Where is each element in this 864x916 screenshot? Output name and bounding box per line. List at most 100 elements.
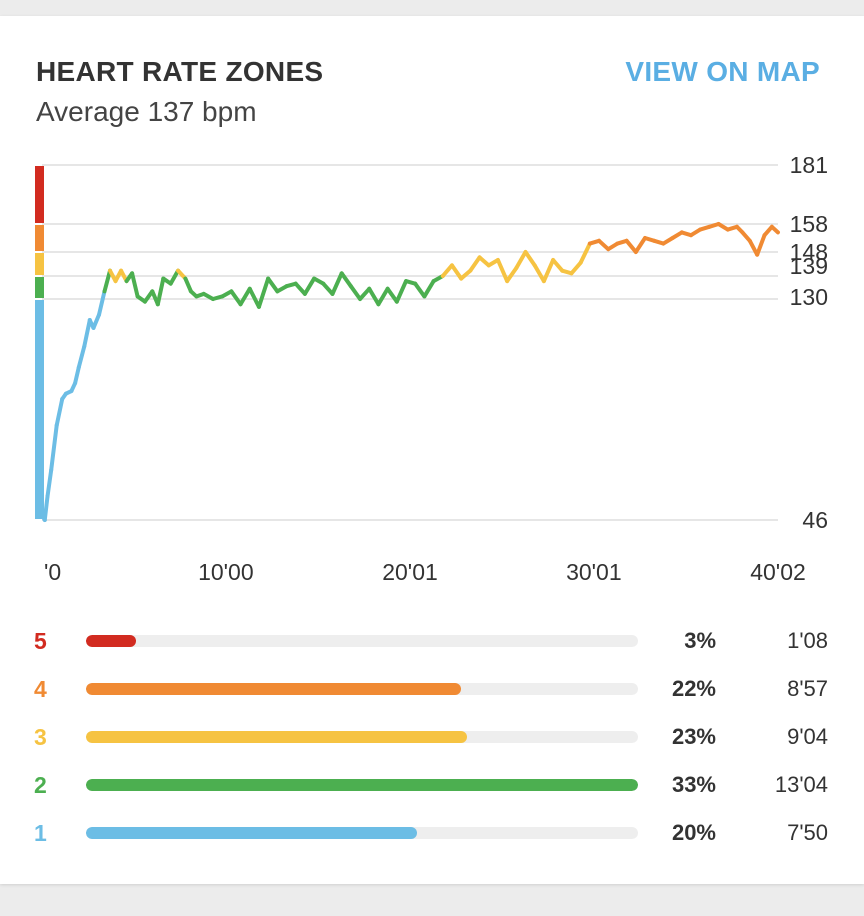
zone-row-5: 5 3% 1'08: [0, 626, 864, 656]
y-tick-label: 158: [790, 211, 828, 237]
hr-line-segment: [755, 233, 767, 257]
zone-number: 4: [34, 676, 47, 702]
zone-progress-track: [86, 779, 638, 791]
zone-row-4: 4 22% 8'57: [0, 674, 864, 704]
hr-line-segment: [183, 276, 193, 294]
zone-progress-fill: [86, 779, 638, 791]
y-tick-label: 130: [790, 284, 828, 310]
average-bpm: Average 137 bpm: [36, 96, 257, 127]
y-tick-label: 148: [790, 239, 828, 265]
hr-line-segment: [42, 494, 50, 522]
hr-line-segment: [238, 286, 252, 307]
hr-line-segment: [413, 281, 427, 299]
zone-percent: 33%: [671, 772, 716, 797]
hr-line-segment: [321, 281, 335, 296]
zone-row-2: 2 33% 13'04: [0, 770, 864, 800]
hr-line-segment: [385, 286, 399, 304]
x-tick-label: 30'01: [566, 559, 622, 585]
hr-line-segment: [302, 276, 317, 296]
hr-line-segment: [532, 263, 546, 284]
x-tick-label: 10'00: [198, 559, 254, 585]
zone-axis-bar-5: [35, 166, 44, 223]
hr-line-segment: [339, 271, 353, 289]
hr-line-segment: [256, 276, 271, 309]
y-tick-label: 139: [790, 253, 828, 279]
hr-line-segment: [633, 236, 648, 254]
zone-axis-bar-1: [35, 300, 44, 519]
zone-percent: 20%: [671, 820, 716, 845]
hr-line-segment: [96, 289, 107, 317]
hr-line-segment: [495, 258, 510, 284]
hr-line-segment: [102, 268, 113, 294]
hr-line-segment: [91, 312, 101, 330]
y-tick-label: 181: [790, 152, 828, 178]
zone-progress-fill: [86, 683, 462, 695]
hr-line-segment: [330, 271, 344, 296]
zone-row-3: 3 23% 9'04: [0, 722, 864, 752]
hr-line-segment: [49, 423, 59, 473]
zone-progress-fill: [86, 635, 136, 647]
hr-line-segment: [247, 286, 261, 309]
hr-line-segment: [54, 396, 65, 428]
zone-number: 3: [34, 724, 47, 750]
hr-line-segment: [348, 284, 363, 301]
y-tick-label: 46: [802, 507, 828, 533]
zone-percent: 3%: [684, 628, 716, 653]
zone-duration: 8'57: [787, 676, 828, 701]
x-tick-label: 40'02: [750, 559, 806, 585]
view-on-map-link[interactable]: VIEW ON MAP: [625, 56, 820, 87]
hr-line-segment: [168, 268, 181, 286]
zone-row-1: 1 20% 7'50: [0, 818, 864, 848]
hr-line-segment: [358, 286, 372, 301]
hr-line-segment: [551, 258, 565, 273]
zone-duration: 9'04: [787, 724, 828, 749]
zone-axis-bar-3: [35, 253, 44, 275]
hr-line-segment: [82, 318, 92, 349]
zone-number: 5: [34, 628, 47, 654]
zone-duration: 7'50: [787, 820, 828, 845]
hr-line-segment: [376, 286, 390, 307]
zone-progress-track: [86, 683, 638, 695]
zone-duration: 1'08: [787, 628, 828, 653]
zone-progress-fill: [86, 731, 467, 743]
hr-line-segment: [155, 276, 166, 307]
zone-percent: 22%: [671, 676, 716, 701]
x-tick-label: '0: [44, 559, 61, 585]
zone-duration: 13'04: [774, 772, 828, 797]
hr-line-segment: [73, 365, 81, 386]
hr-line-segment: [505, 266, 519, 284]
hr-line-segment: [769, 224, 780, 235]
hr-line-segment: [229, 289, 243, 307]
hr-line-segment: [394, 279, 409, 304]
hr-line-segment: [422, 279, 436, 299]
zone-progress-track: [86, 827, 638, 839]
zone-number: 1: [34, 820, 47, 846]
zone-axis-bar-4: [35, 225, 44, 251]
hr-line-segment: [293, 281, 307, 296]
zone-progress-track: [86, 731, 638, 743]
hr-line-segment: [76, 344, 87, 370]
hr-line-segment: [541, 258, 556, 284]
hr-line-segment: [569, 260, 583, 276]
hr-line-segment: [468, 255, 482, 273]
hr-line-segment: [477, 255, 491, 268]
x-tick-label: 20'01: [382, 559, 438, 585]
zone-progress-fill: [86, 827, 418, 839]
card-title: HEART RATE ZONES: [36, 56, 324, 87]
hr-line-segment: [624, 238, 638, 254]
zone-progress-track: [86, 635, 638, 647]
hr-line-segment: [367, 286, 381, 307]
hr-line-segment: [597, 238, 611, 252]
zone-number: 2: [34, 772, 47, 798]
hr-line-segment: [578, 241, 592, 265]
hr-line-segment: [449, 263, 464, 281]
zone-axis-bar-2: [35, 277, 44, 298]
hr-line-segment: [266, 276, 280, 294]
hr-line-segment: [459, 268, 473, 281]
hr-line-segment: [523, 250, 537, 268]
zone-percent: 23%: [671, 724, 716, 749]
hr-line-segment: [440, 263, 454, 278]
hr-line-segment: [130, 271, 140, 299]
hr-line-segment: [45, 468, 54, 499]
